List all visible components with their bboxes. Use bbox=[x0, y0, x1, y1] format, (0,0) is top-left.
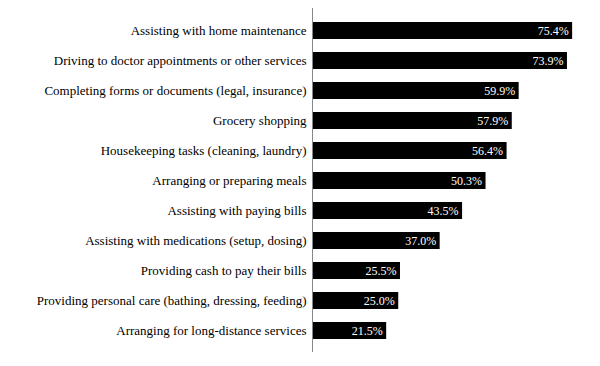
svg-text:Providing personal care (bathi: Providing personal care (bathing, dressi… bbox=[37, 293, 307, 308]
svg-text:43.5%: 43.5% bbox=[428, 204, 459, 218]
svg-text:37.0%: 37.0% bbox=[405, 234, 436, 248]
svg-text:59.9%: 59.9% bbox=[484, 84, 515, 98]
svg-text:25.0%: 25.0% bbox=[364, 294, 395, 308]
svg-text:Housekeeping tasks (cleaning,: Housekeeping tasks (cleaning, laundry) bbox=[101, 143, 307, 158]
svg-text:56.4%: 56.4% bbox=[472, 144, 503, 158]
svg-text:Completing forms or documents: Completing forms or documents (legal, in… bbox=[44, 83, 306, 98]
svg-text:Driving to doctor appointments: Driving to doctor appointments or other … bbox=[54, 53, 307, 68]
svg-text:Assisting with home maintenanc: Assisting with home maintenance bbox=[131, 23, 307, 38]
svg-text:25.5%: 25.5% bbox=[365, 264, 396, 278]
svg-text:Arranging or preparing meals: Arranging or preparing meals bbox=[152, 173, 306, 188]
svg-text:Providing cash to pay their bi: Providing cash to pay their bills bbox=[141, 263, 307, 278]
svg-text:Assisting with paying bills: Assisting with paying bills bbox=[167, 203, 306, 218]
svg-text:57.9%: 57.9% bbox=[477, 114, 508, 128]
svg-text:21.5%: 21.5% bbox=[352, 324, 383, 338]
svg-text:Assisting with medications (se: Assisting with medications (setup, dosin… bbox=[85, 233, 306, 248]
svg-text:Grocery shopping: Grocery shopping bbox=[213, 113, 307, 128]
svg-text:50.3%: 50.3% bbox=[451, 174, 482, 188]
svg-text:Arranging for long-distance se: Arranging for long-distance services bbox=[116, 323, 306, 338]
svg-text:75.4%: 75.4% bbox=[538, 24, 569, 38]
svg-text:73.9%: 73.9% bbox=[532, 54, 563, 68]
